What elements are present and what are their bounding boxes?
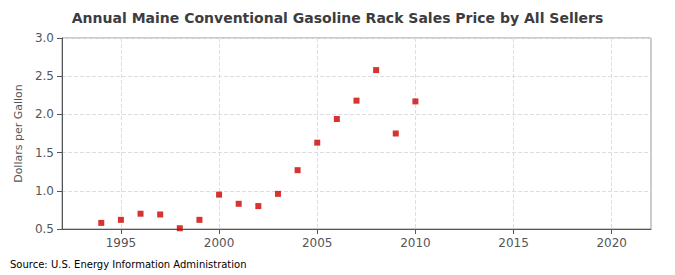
svg-text:3.0: 3.0 xyxy=(35,31,54,45)
svg-text:2.0: 2.0 xyxy=(35,107,54,121)
svg-text:2005: 2005 xyxy=(302,236,333,250)
svg-text:2000: 2000 xyxy=(204,236,235,250)
svg-text:2015: 2015 xyxy=(498,236,529,250)
svg-text:1995: 1995 xyxy=(106,236,137,250)
svg-text:2020: 2020 xyxy=(596,236,627,250)
svg-text:2010: 2010 xyxy=(400,236,431,250)
svg-text:1.5: 1.5 xyxy=(35,146,54,160)
svg-text:2.5: 2.5 xyxy=(35,69,54,83)
svg-text:1.0: 1.0 xyxy=(35,184,54,198)
svg-text:Annual Maine Conventional Gaso: Annual Maine Conventional Gasoline Rack … xyxy=(72,10,603,26)
svg-text:Source: U.S. Energy Informatio: Source: U.S. Energy Information Administ… xyxy=(10,259,247,270)
svg-text:Dollars per Gallon: Dollars per Gallon xyxy=(12,84,25,183)
svg-text:0.5: 0.5 xyxy=(35,222,54,236)
